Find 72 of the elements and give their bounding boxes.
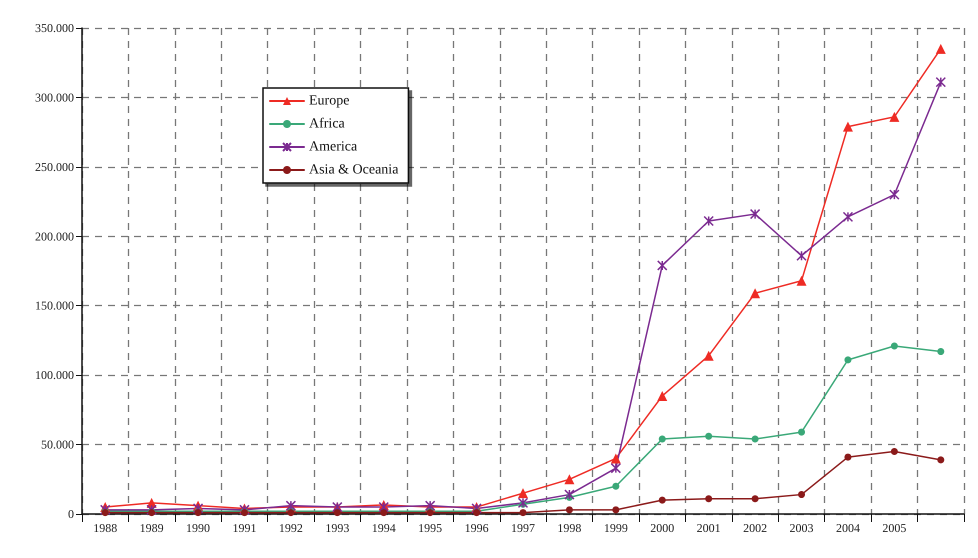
point xyxy=(658,496,666,504)
legend-label: Asia & Oceania xyxy=(309,162,400,178)
point xyxy=(192,503,204,514)
point xyxy=(796,276,807,286)
x-tick-label: 2003 xyxy=(790,521,814,535)
point xyxy=(890,342,898,350)
legend-label: Europe xyxy=(309,94,350,108)
point xyxy=(937,456,944,464)
x-tick-label: 1998 xyxy=(557,521,582,535)
y-tick-label: 300.000 xyxy=(35,90,74,104)
point xyxy=(937,348,944,356)
x-tick-label: 1989 xyxy=(140,521,164,535)
point xyxy=(750,208,760,220)
x-tick-label: 2002 xyxy=(743,521,768,535)
x-tick-label: 1995 xyxy=(418,521,442,535)
x-tick-label: 1999 xyxy=(604,521,628,535)
point xyxy=(612,482,620,490)
point xyxy=(842,212,854,222)
x-tick-label: 2005 xyxy=(882,521,906,535)
point xyxy=(798,491,806,498)
point xyxy=(703,216,714,226)
x-tick-label: 1994 xyxy=(372,521,396,535)
point xyxy=(889,112,900,122)
point xyxy=(705,432,712,440)
point xyxy=(564,489,575,500)
x-tick-label: 1990 xyxy=(186,521,210,535)
point xyxy=(936,44,946,54)
x-tick-label: 1997 xyxy=(511,521,535,535)
point xyxy=(936,76,946,88)
point xyxy=(518,498,528,508)
point xyxy=(658,436,666,443)
point xyxy=(798,428,806,436)
point xyxy=(844,454,852,461)
point xyxy=(796,250,807,261)
x-tick-label: 2004 xyxy=(836,521,860,535)
y-tick-label: 100.000 xyxy=(35,368,74,382)
point xyxy=(518,488,528,498)
point xyxy=(657,390,668,401)
x-tick-label: 1993 xyxy=(325,521,350,535)
y-tick-label: 350.000 xyxy=(35,21,74,35)
point xyxy=(752,495,759,502)
point xyxy=(704,350,714,361)
y-tick-label: 50.000 xyxy=(41,438,74,452)
point xyxy=(146,504,157,516)
point xyxy=(842,122,853,132)
legend-label: Africa xyxy=(309,116,346,132)
x-tick-label: 1992 xyxy=(278,521,303,535)
x-tick-label: 2000 xyxy=(650,521,674,535)
x-tick-label: 1991 xyxy=(232,521,256,535)
point xyxy=(564,474,574,484)
y-tick-label: 150.000 xyxy=(35,298,74,313)
point xyxy=(657,260,668,271)
x-tick-label: 2001 xyxy=(696,521,721,535)
point xyxy=(889,189,900,200)
point xyxy=(378,502,389,512)
point xyxy=(750,288,760,298)
point xyxy=(752,436,759,443)
point xyxy=(612,506,620,514)
y-tick-label: 0 xyxy=(68,507,74,521)
point xyxy=(844,356,852,364)
y-tick-label: 200.000 xyxy=(35,229,74,244)
point xyxy=(520,509,526,516)
y-tick-label: 250.000 xyxy=(35,160,74,174)
point xyxy=(100,504,110,516)
point xyxy=(890,448,898,456)
point xyxy=(566,506,573,514)
point xyxy=(610,462,622,474)
x-tick-label: 1996 xyxy=(464,521,489,535)
point xyxy=(705,495,712,502)
point xyxy=(610,453,621,464)
x-tick-label: 1988 xyxy=(93,521,118,535)
legend-label: America xyxy=(309,140,358,154)
